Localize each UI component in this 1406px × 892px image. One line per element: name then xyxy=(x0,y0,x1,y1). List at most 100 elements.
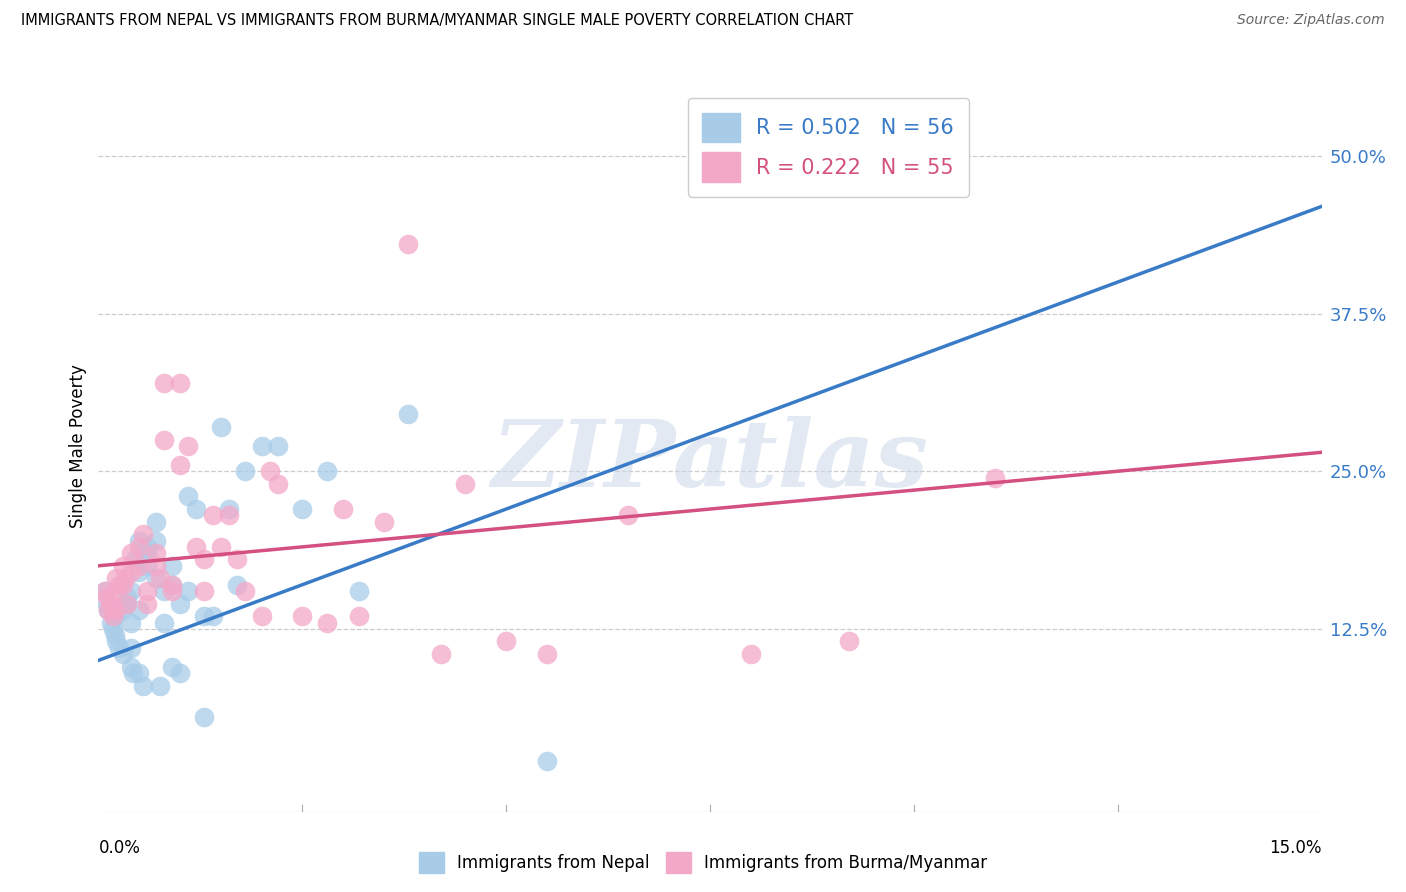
Point xyxy=(169,597,191,611)
Point xyxy=(186,502,208,516)
Point xyxy=(430,647,453,661)
Point xyxy=(128,540,150,554)
Point xyxy=(100,615,122,630)
Point xyxy=(160,558,183,573)
Point xyxy=(121,665,143,680)
Point xyxy=(128,603,150,617)
Point xyxy=(132,679,155,693)
Point xyxy=(160,578,183,592)
Point xyxy=(617,508,640,523)
Point xyxy=(218,502,240,516)
Point xyxy=(96,591,118,605)
Point xyxy=(169,376,191,390)
Point xyxy=(145,515,167,529)
Point xyxy=(145,558,167,573)
Point xyxy=(201,508,224,523)
Point xyxy=(201,609,224,624)
Point xyxy=(160,659,183,673)
Point xyxy=(128,565,150,579)
Point xyxy=(396,237,419,252)
Text: Source: ZipAtlas.com: Source: ZipAtlas.com xyxy=(1237,13,1385,28)
Point xyxy=(373,515,395,529)
Point xyxy=(226,552,249,566)
Point xyxy=(124,552,146,566)
Point xyxy=(177,490,200,504)
Point xyxy=(250,609,273,624)
Point xyxy=(740,647,762,661)
Point xyxy=(136,584,159,599)
Point xyxy=(111,647,134,661)
Point xyxy=(349,609,371,624)
Point xyxy=(115,591,138,605)
Point xyxy=(226,578,249,592)
Point xyxy=(136,597,159,611)
Point xyxy=(209,540,232,554)
Point xyxy=(120,584,142,599)
Point xyxy=(111,558,134,573)
Point xyxy=(169,665,191,680)
Point xyxy=(332,502,354,516)
Point xyxy=(259,464,281,478)
Point xyxy=(315,464,337,478)
Point xyxy=(838,634,860,648)
Point xyxy=(218,508,240,523)
Point xyxy=(233,464,256,478)
Point xyxy=(349,584,371,599)
Point xyxy=(114,597,136,611)
Point xyxy=(193,710,215,724)
Legend: Immigrants from Nepal, Immigrants from Burma/Myanmar: Immigrants from Nepal, Immigrants from B… xyxy=(412,846,994,880)
Point xyxy=(396,408,419,422)
Point xyxy=(105,571,128,585)
Point xyxy=(101,622,124,636)
Point xyxy=(120,659,142,673)
Point xyxy=(120,565,142,579)
Point xyxy=(315,615,337,630)
Point xyxy=(495,634,517,648)
Point xyxy=(233,584,256,599)
Point xyxy=(152,433,174,447)
Text: 15.0%: 15.0% xyxy=(1270,839,1322,857)
Point xyxy=(536,754,558,768)
Point xyxy=(193,609,215,624)
Point xyxy=(838,149,860,163)
Point xyxy=(149,679,172,693)
Point xyxy=(104,628,127,642)
Point xyxy=(115,597,138,611)
Point xyxy=(160,584,183,599)
Point xyxy=(128,533,150,548)
Point xyxy=(120,615,142,630)
Point xyxy=(177,584,200,599)
Point xyxy=(104,603,127,617)
Point xyxy=(291,609,314,624)
Point xyxy=(145,533,167,548)
Point xyxy=(105,634,128,648)
Point xyxy=(152,615,174,630)
Point xyxy=(96,597,118,611)
Point xyxy=(267,476,290,491)
Point xyxy=(250,439,273,453)
Point xyxy=(984,470,1007,484)
Point xyxy=(101,609,124,624)
Point xyxy=(128,558,150,573)
Point xyxy=(536,647,558,661)
Text: 0.0%: 0.0% xyxy=(98,839,141,857)
Point xyxy=(97,603,120,617)
Point xyxy=(120,546,142,560)
Point xyxy=(145,571,167,585)
Point xyxy=(169,458,191,472)
Point xyxy=(108,640,131,655)
Point xyxy=(209,420,232,434)
Point xyxy=(104,609,127,624)
Point xyxy=(267,439,290,453)
Point xyxy=(128,665,150,680)
Point xyxy=(132,527,155,541)
Point xyxy=(186,540,208,554)
Point xyxy=(94,584,117,599)
Point xyxy=(149,571,172,585)
Point xyxy=(291,502,314,516)
Point xyxy=(108,578,131,592)
Point xyxy=(120,640,142,655)
Legend: R = 0.502   N = 56, R = 0.222   N = 55: R = 0.502 N = 56, R = 0.222 N = 55 xyxy=(688,98,969,196)
Point xyxy=(177,439,200,453)
Point xyxy=(114,571,136,585)
